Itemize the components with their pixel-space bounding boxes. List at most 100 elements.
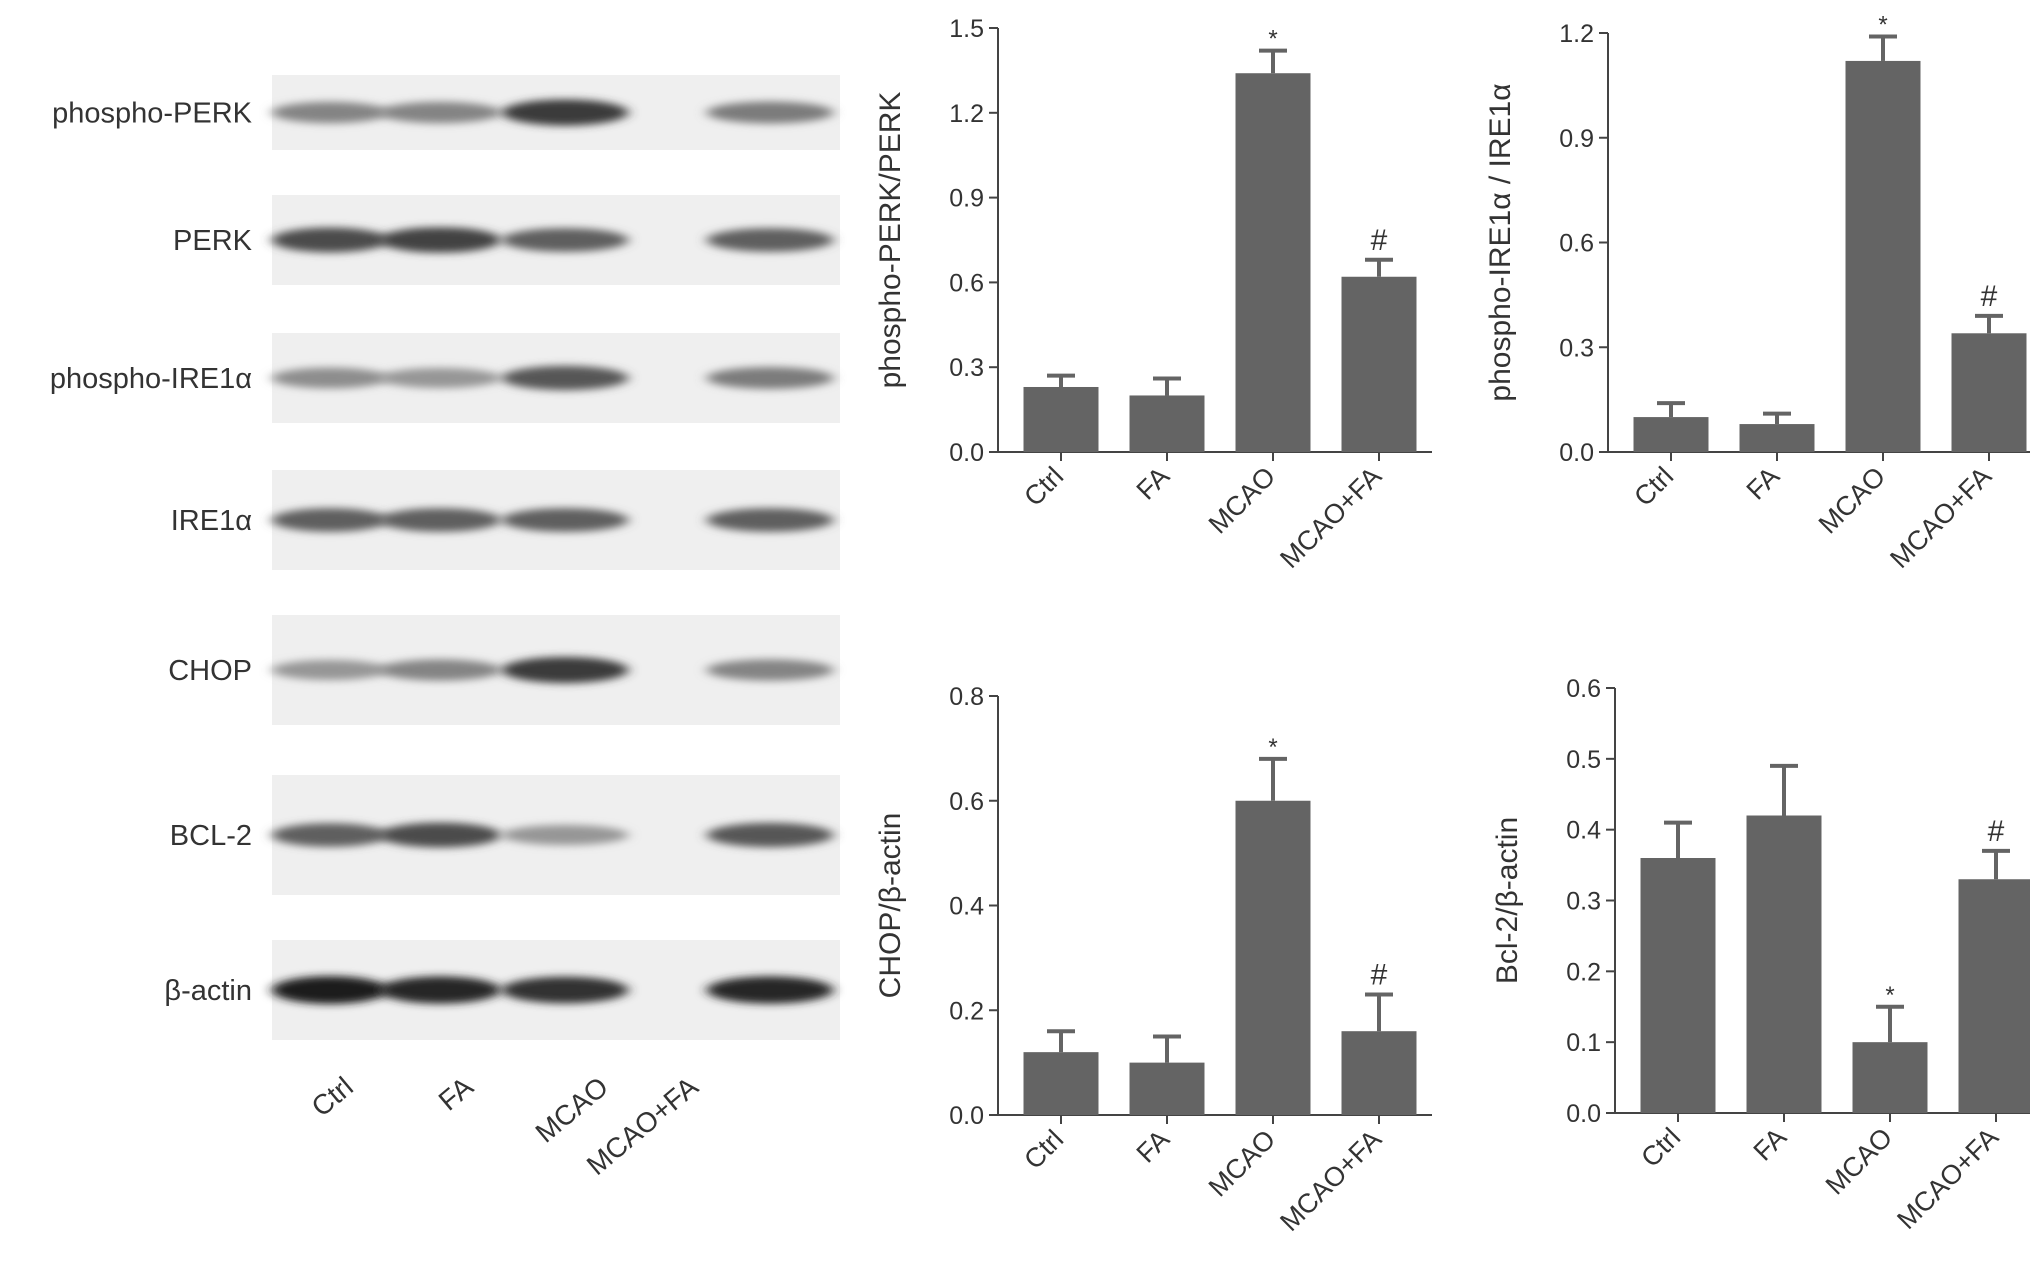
x-tick-label: Ctrl bbox=[1018, 1124, 1069, 1175]
y-tick-label: 0.9 bbox=[949, 185, 984, 213]
blot-band bbox=[501, 228, 629, 252]
y-axis-label: phospho-PERK/PERK bbox=[874, 92, 907, 389]
blot-row: BCL-2 bbox=[170, 775, 840, 895]
y-tick-label: 0.0 bbox=[1566, 1100, 1601, 1128]
y-tick-label: 0.6 bbox=[949, 788, 984, 816]
bar bbox=[1341, 1031, 1417, 1115]
y-tick-label: 0.3 bbox=[1566, 888, 1601, 916]
blot-column-label: MCAO bbox=[530, 1071, 614, 1149]
blot-band bbox=[706, 367, 834, 389]
significance-marker: * bbox=[1268, 734, 1277, 761]
blot-band bbox=[379, 822, 501, 848]
blot-row-label: BCL-2 bbox=[170, 820, 252, 852]
y-tick-label: 0.3 bbox=[949, 354, 984, 382]
blot-band bbox=[271, 976, 389, 1004]
blot-band bbox=[706, 508, 834, 532]
x-tick-label: MCAO+FA bbox=[1274, 1124, 1387, 1237]
y-tick-label: 0.3 bbox=[1559, 334, 1594, 362]
y-tick-label: 0.2 bbox=[1566, 958, 1601, 986]
blot-row: β-actin bbox=[164, 940, 840, 1040]
x-tick-label: FA bbox=[1131, 1124, 1176, 1169]
x-tick-label: FA bbox=[1741, 461, 1786, 506]
y-tick-label: 0.8 bbox=[949, 683, 984, 711]
blot-column-label: Ctrl bbox=[306, 1071, 359, 1123]
x-tick-label: MCAO+FA bbox=[1274, 461, 1387, 574]
bar bbox=[1845, 60, 1921, 452]
bar bbox=[1958, 879, 2030, 1113]
x-tick-label: FA bbox=[1748, 1122, 1793, 1167]
y-axis-label: CHOP/β-actin bbox=[874, 813, 907, 999]
blot-band bbox=[706, 976, 834, 1004]
x-tick-label: Ctrl bbox=[1635, 1122, 1686, 1173]
chart-phospho-ire1a: 0.0 0.3 0.6 0.9 1.2 phospho-IRE1α / IRE1α Ctrl… bbox=[1484, 11, 2030, 574]
significance-marker: * bbox=[1878, 11, 1887, 38]
x-tick-label: Ctrl bbox=[1018, 461, 1069, 512]
blot-band bbox=[379, 367, 501, 389]
bar bbox=[1235, 800, 1311, 1115]
blot-band bbox=[706, 228, 834, 252]
blot-band bbox=[271, 508, 389, 532]
blot-band bbox=[501, 656, 629, 684]
y-axis-label: phospho-IRE1α / IRE1α bbox=[1484, 83, 1517, 401]
y-tick-label: 0.2 bbox=[949, 997, 984, 1025]
y-tick-label: 0.0 bbox=[949, 439, 984, 467]
blot-band bbox=[379, 101, 501, 124]
blot-row-label: PERK bbox=[173, 225, 253, 257]
blot-band bbox=[379, 976, 501, 1004]
significance-marker: * bbox=[1268, 26, 1277, 53]
x-tick-label: MCAO bbox=[1203, 1124, 1281, 1202]
x-tick-label: MCAO bbox=[1820, 1122, 1898, 1200]
blot-row: phospho-PERK bbox=[52, 75, 840, 150]
y-axis-label: Bcl-2/β-actin bbox=[1491, 817, 1524, 984]
y-tick-label: 0.6 bbox=[1559, 230, 1594, 258]
x-tick-label: MCAO bbox=[1203, 461, 1281, 539]
x-tick-label: MCAO+FA bbox=[1884, 461, 1997, 574]
bar bbox=[1341, 276, 1417, 452]
significance-marker: # bbox=[1988, 815, 2005, 848]
significance-marker: # bbox=[1981, 280, 1998, 313]
y-tick-label: 1.5 bbox=[949, 15, 984, 43]
blot-row: phospho-IRE1α bbox=[50, 333, 840, 423]
blot-band bbox=[379, 508, 501, 532]
blot-band bbox=[271, 367, 389, 389]
blot-row-label: CHOP bbox=[168, 655, 252, 687]
blot-band bbox=[271, 659, 389, 681]
blot-band bbox=[706, 822, 834, 848]
blot-band bbox=[706, 659, 834, 681]
blot-band bbox=[501, 508, 629, 532]
blot-band bbox=[706, 101, 834, 124]
y-tick-label: 0.6 bbox=[949, 269, 984, 297]
y-tick-label: 0.0 bbox=[1559, 439, 1594, 467]
bar bbox=[1746, 815, 1822, 1113]
significance-marker: * bbox=[1885, 982, 1894, 1009]
bar bbox=[1023, 386, 1099, 452]
blot-band bbox=[501, 976, 629, 1004]
blot-band bbox=[271, 101, 389, 124]
chart-phospho-perk: 0.0 0.3 0.6 0.9 1.2 1.5 phospho-PERK/PERK Ctrl F… bbox=[874, 15, 1432, 574]
chart-chop: 0.0 0.2 0.4 0.6 0.8 CHOP/β-actin Ctrl FA * MCAO # M… bbox=[874, 683, 1432, 1237]
blot-row: CHOP bbox=[168, 615, 840, 725]
bar bbox=[1951, 333, 2027, 452]
y-tick-label: 0.4 bbox=[949, 893, 984, 921]
blot-row-label: phospho-IRE1α bbox=[50, 363, 252, 395]
bar bbox=[1129, 395, 1205, 452]
y-tick-label: 0.5 bbox=[1566, 746, 1601, 774]
x-tick-label: Ctrl bbox=[1628, 461, 1679, 512]
y-tick-label: 0.6 bbox=[1566, 675, 1601, 703]
bar bbox=[1640, 858, 1716, 1113]
bar bbox=[1235, 73, 1311, 452]
bar bbox=[1852, 1042, 1928, 1113]
bar bbox=[1023, 1052, 1099, 1115]
bar bbox=[1129, 1062, 1205, 1115]
blot-row-label: phospho-PERK bbox=[52, 98, 253, 130]
y-tick-label: 0.0 bbox=[949, 1102, 984, 1130]
blot-band bbox=[501, 824, 629, 846]
bar bbox=[1739, 424, 1815, 452]
blot-column-label: FA bbox=[433, 1071, 479, 1117]
blot-band bbox=[271, 227, 389, 253]
x-tick-label: MCAO+FA bbox=[1891, 1122, 2004, 1235]
y-tick-label: 1.2 bbox=[949, 100, 984, 128]
blot-row: IRE1α bbox=[171, 470, 840, 570]
blot-row-label: IRE1α bbox=[171, 505, 252, 537]
x-tick-label: FA bbox=[1131, 461, 1176, 506]
